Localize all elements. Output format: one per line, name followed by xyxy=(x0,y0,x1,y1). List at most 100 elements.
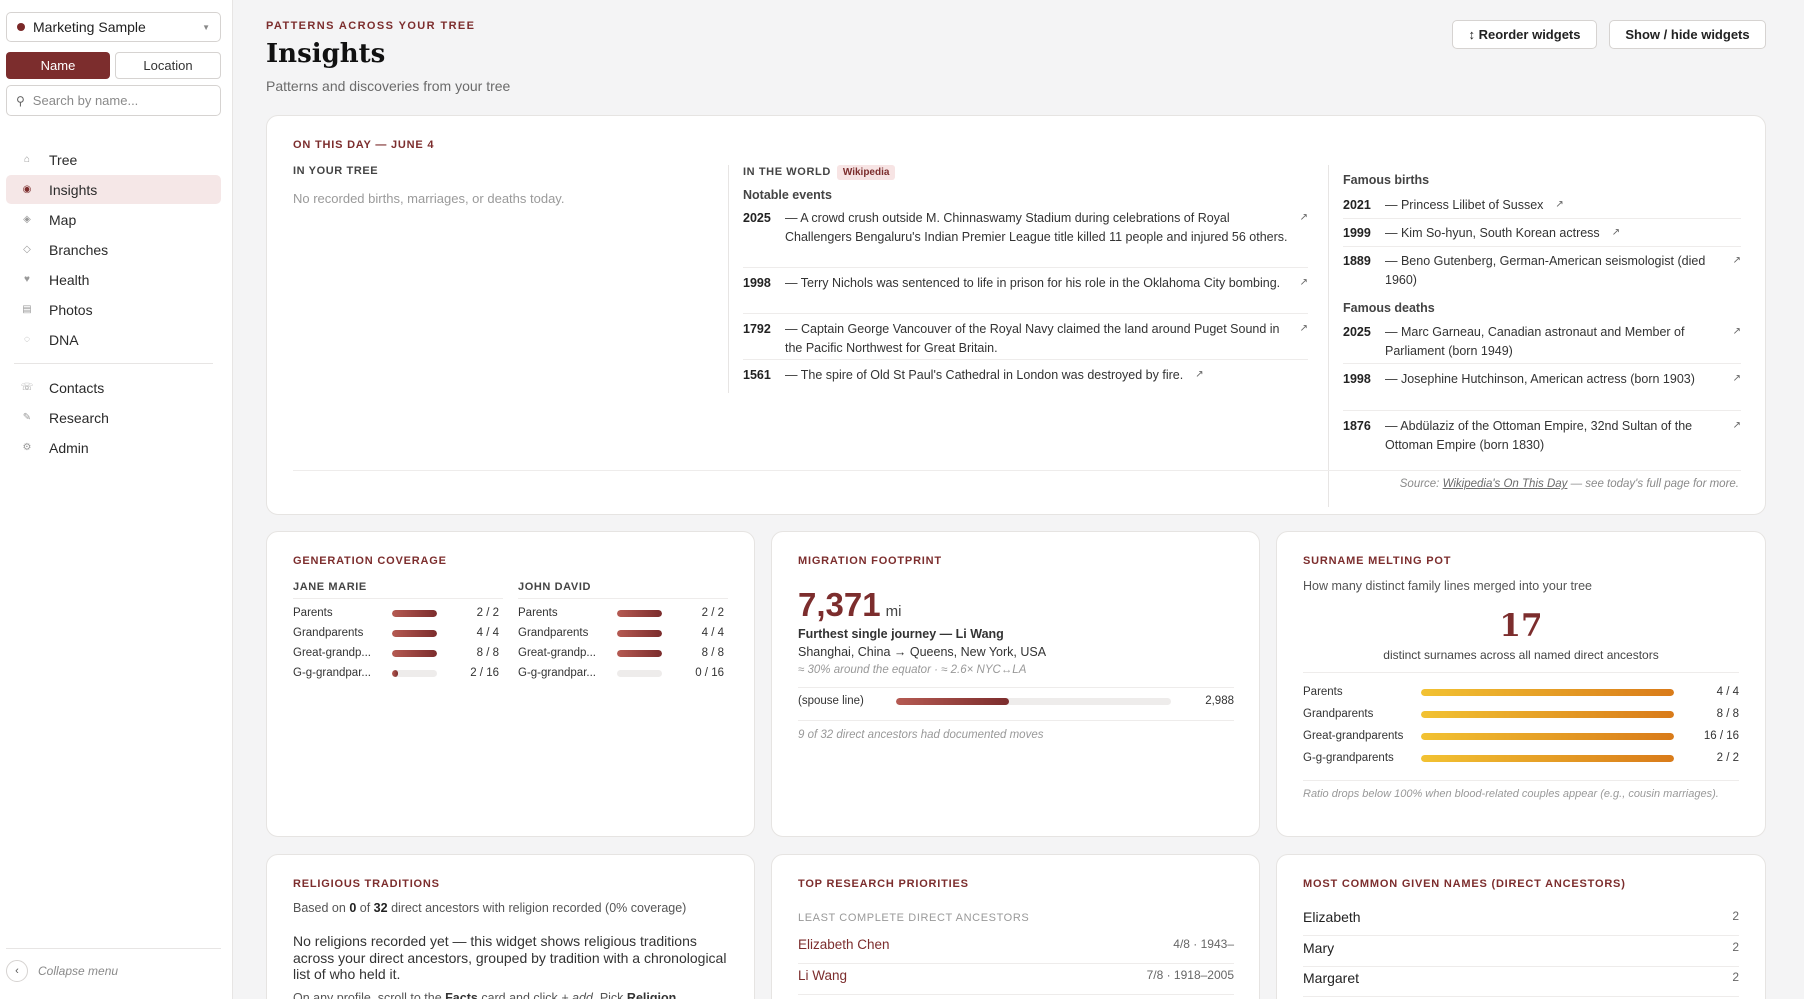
nav-item-admin[interactable]: ⚙ Admin xyxy=(6,433,221,462)
birth-divider xyxy=(1343,246,1741,247)
nav-item-contacts[interactable]: ☏ Contacts xyxy=(6,373,221,402)
birth-item: 1889 — Beno Gutenberg, German-American se… xyxy=(1343,252,1741,289)
nav-item-branches[interactable]: ◇ Branches xyxy=(6,235,221,264)
surname-row-label: Grandparents xyxy=(1303,708,1374,720)
mode-name-button[interactable]: Name xyxy=(6,52,110,79)
spouse-line-fill xyxy=(896,697,1009,705)
generation-bar-fill xyxy=(392,649,437,657)
generation-label: Grandparents xyxy=(518,627,589,639)
nav-item-health[interactable]: ♥ Health xyxy=(6,265,221,294)
search-box: ⚲ xyxy=(6,85,221,116)
research-row[interactable]: Li Wang 7/8 · 1918–2005 xyxy=(798,968,1234,995)
nav-item-insights[interactable]: ◉ Insights xyxy=(6,175,221,204)
event-divider xyxy=(743,313,1308,314)
external-link-icon[interactable]: ↗ xyxy=(1299,277,1308,288)
research-icon: ✎ xyxy=(22,412,32,423)
event-item: 2025 — A crowd crush outside M. Chinnaswa… xyxy=(743,209,1308,246)
home-icon: ⌂ xyxy=(23,154,31,165)
research-sublabel: LEAST COMPLETE DIRECT ANCESTORS xyxy=(798,912,1030,924)
event-text: — The spire of Old St Paul's Cathedral i… xyxy=(785,368,1184,382)
nav-item-label: Admin xyxy=(49,439,89,456)
generation-row: G-g-grandpar... 0 / 16 xyxy=(518,665,724,681)
tree-selector[interactable]: Marketing Sample ▼ xyxy=(6,12,221,42)
event-item: 1792 — Captain George Vancouver of the Ro… xyxy=(743,320,1308,357)
birth-text: — Beno Gutenberg, German-American seismo… xyxy=(1385,254,1706,287)
spouse-line-label: (spouse line) xyxy=(798,695,864,707)
search-input[interactable] xyxy=(32,93,203,108)
external-link-icon[interactable]: ↗ xyxy=(1299,323,1308,334)
surname-bar-fill xyxy=(1421,754,1674,762)
death-year: 1998 xyxy=(1343,372,1371,386)
wikipedia-source-link[interactable]: Wikipedia's On This Day xyxy=(1442,478,1568,490)
nav-item-dna[interactable]: ◌ DNA xyxy=(6,325,221,354)
external-link-icon[interactable]: ↗ xyxy=(1299,212,1308,223)
show-hide-widgets-button[interactable]: Show / hide widgets xyxy=(1609,20,1766,49)
surname-bar xyxy=(1421,710,1674,718)
famous-deaths-label: Famous deaths xyxy=(1343,301,1435,315)
collapse-menu[interactable]: ‹ Collapse menu xyxy=(6,948,221,982)
hint-mid: card and click xyxy=(481,991,558,999)
spouse-line-row: (spouse line) 2,988 xyxy=(798,695,1234,707)
nav-item-tree[interactable]: ⌂ Tree xyxy=(6,145,221,174)
generation-label: G-g-grandpar... xyxy=(518,667,596,679)
surname-row: G-g-grandparents 2 / 2 xyxy=(1303,750,1739,766)
death-text: — Marc Garneau, Canadian astronaut and M… xyxy=(1385,325,1685,358)
external-link-icon[interactable]: ↗ xyxy=(1195,369,1204,380)
death-year: 2025 xyxy=(1343,325,1371,339)
nav-item-map[interactable]: ◈ Map xyxy=(6,205,221,234)
divider xyxy=(1303,780,1739,781)
event-divider xyxy=(743,267,1308,268)
nav-item-label: DNA xyxy=(49,331,79,348)
nav-item-research[interactable]: ✎ Research xyxy=(6,403,221,432)
migration-footnote: 9 of 32 direct ancestors had documented … xyxy=(798,729,1044,741)
card-title: RELIGIOUS TRADITIONS xyxy=(293,878,440,890)
generation-count: 2 / 2 xyxy=(701,607,724,619)
source-prefix: Source: xyxy=(1399,478,1440,490)
external-link-icon[interactable]: ↗ xyxy=(1555,199,1564,210)
death-item: 1876 — Abdülaziz of the Ottoman Empire, 3… xyxy=(1343,417,1741,454)
surname-description: How many distinct family lines merged in… xyxy=(1303,579,1593,593)
event-text: — Captain George Vancouver of the Royal … xyxy=(785,322,1280,355)
external-link-icon[interactable]: ↗ xyxy=(1732,255,1741,266)
generation-count: 4 / 4 xyxy=(701,627,724,639)
generation-bar-fill xyxy=(617,609,662,617)
external-link-icon[interactable]: ↗ xyxy=(1732,326,1741,337)
nav-item-photos[interactable]: ▤ Photos xyxy=(6,295,221,324)
page-subtitle: Patterns and discoveries from your tree xyxy=(266,78,511,94)
distance-unit: mi xyxy=(885,603,902,620)
insights-icon: ◉ xyxy=(22,184,32,195)
external-link-icon[interactable]: ↗ xyxy=(1732,373,1741,384)
external-link-icon[interactable]: ↗ xyxy=(1732,420,1741,431)
death-year: 1876 xyxy=(1343,419,1371,433)
notable-events-label: Notable events xyxy=(743,188,832,202)
distance-comparison: ≈ 30% around the equator · ≈ 2.6× NYC↔LA xyxy=(798,664,1027,676)
given-name-row: Elizabeth 2 xyxy=(1303,909,1739,936)
surname-row-label: G-g-grandparents xyxy=(1303,752,1394,764)
card-title: TOP RESEARCH PRIORITIES xyxy=(798,878,969,890)
external-link-icon[interactable]: ↗ xyxy=(1611,227,1621,238)
surname-bar-fill xyxy=(1421,688,1674,696)
event-year: 1561 xyxy=(743,368,771,382)
spouse-line-value: 2,988 xyxy=(1205,695,1234,707)
birth-year: 2021 xyxy=(1343,198,1371,212)
event-year: 2025 xyxy=(743,211,771,225)
generation-bar-fill xyxy=(392,629,437,637)
surname-row-count: 16 / 16 xyxy=(1703,730,1739,742)
coverage-prefix: Based on xyxy=(293,901,346,915)
journey-route: Shanghai, China → Queens, New York, USA xyxy=(798,645,1047,659)
ancestor-name: Elizabeth Chen xyxy=(798,937,890,952)
generation-bar-fill xyxy=(392,609,437,617)
coverage-count: 0 xyxy=(349,901,357,915)
source-divider xyxy=(293,470,1741,471)
mode-location-button[interactable]: Location xyxy=(115,52,221,79)
generation-row: Grandparents 4 / 4 xyxy=(293,625,499,641)
generation-label: G-g-grandpar... xyxy=(293,667,371,679)
surname-row: Great-grandparents 16 / 16 xyxy=(1303,728,1739,744)
research-row[interactable]: Elizabeth Chen 4/8 · 1943– xyxy=(798,937,1234,964)
event-text: — Terry Nichols was sentenced to life in… xyxy=(785,276,1281,290)
reorder-widgets-button[interactable]: ↕ Reorder widgets xyxy=(1452,20,1597,49)
generation-label: Great-grandp... xyxy=(518,647,596,659)
generation-count: 8 / 8 xyxy=(476,647,499,659)
hint-religion: Religion xyxy=(626,991,677,999)
generation-count: 4 / 4 xyxy=(476,627,499,639)
